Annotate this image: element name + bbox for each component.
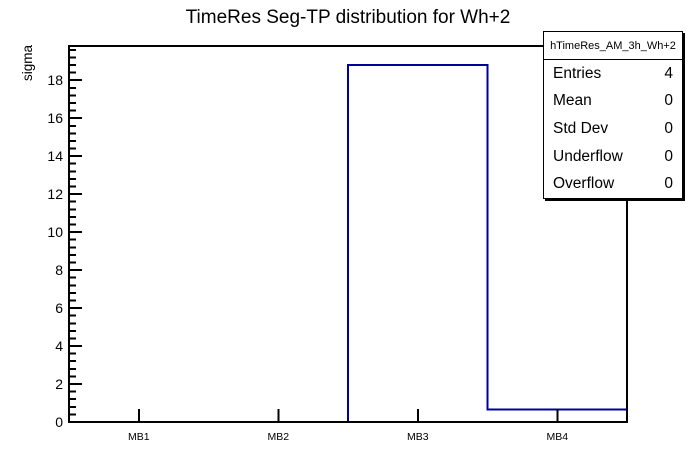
stats-value: 4 (664, 64, 673, 82)
stats-box-title: hTimeRes_AM_3h_Wh+2 (544, 32, 682, 60)
stats-value: 0 (664, 147, 673, 165)
stats-label: Mean (553, 92, 592, 110)
stats-box: hTimeRes_AM_3h_Wh+2 Entries 4 Mean 0 Std… (543, 31, 683, 199)
stats-label: Underflow (553, 147, 623, 165)
y-tick-label: 14 (47, 148, 63, 164)
y-tick-label: 6 (55, 300, 63, 316)
y-tick-label: 0 (55, 414, 63, 430)
chart-title: TimeRes Seg-TP distribution for Wh+2 (185, 7, 511, 28)
stats-label: Overflow (553, 175, 615, 193)
y-tick-label: 8 (55, 262, 63, 278)
y-tick-label: 2 (55, 376, 63, 392)
stats-value: 0 (664, 92, 673, 110)
y-tick-label: 10 (47, 224, 63, 240)
stats-value: 0 (664, 175, 673, 193)
stats-row-stddev: Std Dev 0 (544, 115, 682, 143)
stats-row-underflow: Underflow 0 (544, 143, 682, 171)
y-tick-label: 12 (47, 186, 63, 202)
y-tick-label: 16 (47, 110, 63, 126)
y-tick-label: 4 (55, 338, 63, 354)
x-category-label: MB4 (546, 431, 568, 443)
stats-label: Std Dev (553, 119, 609, 137)
y-tick-label: 18 (47, 72, 63, 88)
x-category-label: MB2 (267, 431, 289, 443)
stats-row-mean: Mean 0 (544, 88, 682, 116)
plot-frame (68, 45, 628, 423)
stats-value: 0 (664, 119, 673, 137)
x-category-label: MB3 (407, 431, 429, 443)
stats-label: Entries (553, 64, 602, 82)
x-category-label: MB1 (128, 431, 150, 443)
stats-row-entries: Entries 4 (544, 60, 682, 88)
stats-row-overflow: Overflow 0 (544, 170, 682, 198)
